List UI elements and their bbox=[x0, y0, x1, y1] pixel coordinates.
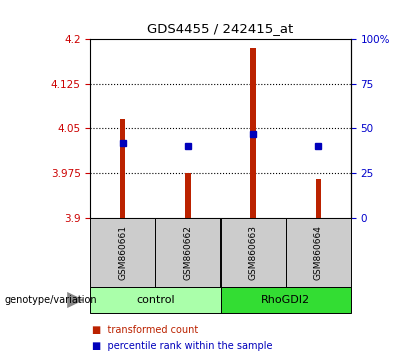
Bar bbox=[90, 218, 155, 287]
Bar bbox=[185, 173, 191, 218]
Bar bbox=[250, 48, 256, 218]
Bar bbox=[155, 218, 220, 287]
Text: RhoGDI2: RhoGDI2 bbox=[261, 295, 310, 305]
Text: GSM860664: GSM860664 bbox=[314, 225, 323, 280]
Text: ■  transformed count: ■ transformed count bbox=[92, 325, 199, 335]
Bar bbox=[286, 218, 351, 287]
Bar bbox=[220, 218, 286, 287]
Text: ■  percentile rank within the sample: ■ percentile rank within the sample bbox=[92, 341, 273, 351]
Text: GSM860662: GSM860662 bbox=[184, 225, 192, 280]
Polygon shape bbox=[67, 292, 84, 308]
Bar bbox=[315, 179, 321, 218]
Text: control: control bbox=[136, 295, 175, 305]
Text: genotype/variation: genotype/variation bbox=[4, 295, 97, 305]
Text: GSM860661: GSM860661 bbox=[118, 225, 127, 280]
Text: GSM860663: GSM860663 bbox=[249, 225, 257, 280]
Bar bbox=[220, 287, 351, 313]
Title: GDS4455 / 242415_at: GDS4455 / 242415_at bbox=[147, 22, 294, 35]
Bar bbox=[120, 119, 126, 218]
Bar bbox=[90, 287, 220, 313]
